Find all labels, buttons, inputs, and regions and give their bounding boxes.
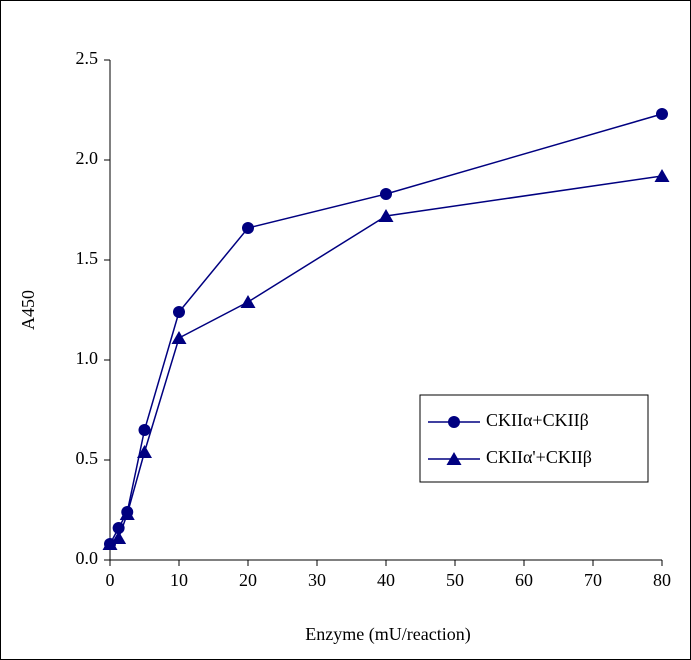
marker xyxy=(242,222,254,234)
x-tick-label: 70 xyxy=(584,570,602,590)
marker xyxy=(171,331,187,344)
marker xyxy=(654,169,670,182)
legend-box xyxy=(419,394,649,483)
marker xyxy=(380,188,392,200)
marker xyxy=(173,306,185,318)
x-axis-label: Enzyme (mU/reaction) xyxy=(305,624,470,645)
x-tick-label: 50 xyxy=(446,570,464,590)
x-tick-label: 80 xyxy=(653,570,671,590)
y-tick-label: 2.0 xyxy=(76,148,99,168)
x-tick-label: 20 xyxy=(239,570,257,590)
y-axis-label: A450 xyxy=(18,290,38,330)
marker xyxy=(656,108,668,120)
marker xyxy=(119,507,135,520)
marker xyxy=(378,209,394,222)
marker xyxy=(240,295,256,308)
marker xyxy=(138,424,151,436)
x-tick-label: 0 xyxy=(106,570,115,590)
y-tick-label: 0.5 xyxy=(76,448,99,468)
legend-label: CKIIα+CKIIβ xyxy=(486,410,589,430)
marker xyxy=(111,531,127,544)
x-tick-label: 10 xyxy=(170,570,188,590)
y-tick-label: 1.0 xyxy=(76,348,99,368)
y-tick-label: 1.5 xyxy=(76,248,99,268)
marker xyxy=(102,537,118,550)
x-tick-label: 30 xyxy=(308,570,326,590)
legend-label: CKIIα'+CKIIβ xyxy=(486,447,592,467)
y-tick-label: 2.5 xyxy=(76,48,99,68)
marker xyxy=(446,452,462,465)
x-tick-label: 40 xyxy=(377,570,395,590)
x-tick-label: 60 xyxy=(515,570,533,590)
marker xyxy=(448,416,460,428)
marker xyxy=(137,445,152,458)
y-tick-label: 0.0 xyxy=(76,548,99,568)
